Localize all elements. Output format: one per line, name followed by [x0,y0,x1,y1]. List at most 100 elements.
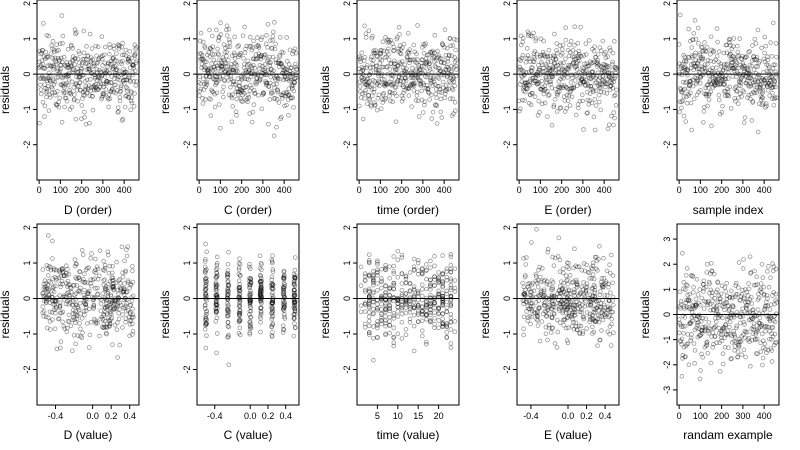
y-tick-label: -1 [182,330,192,338]
data-point [450,43,456,48]
data-point [449,68,454,74]
data-point [376,92,382,98]
data-point [276,61,281,66]
data-point [42,114,47,119]
data-point [517,82,523,87]
data-point [440,253,445,258]
data-point [395,309,401,314]
data-point [111,89,117,95]
data-point [81,28,87,34]
data-point [116,68,122,74]
data-point [84,90,90,96]
data-point [40,267,46,272]
data-point [742,115,748,120]
data-point [612,92,618,98]
point-layer [356,23,459,126]
data-point [120,312,125,317]
data-point [122,104,128,110]
data-point [422,43,427,48]
data-point [380,39,386,44]
data-point [114,58,120,64]
data-point [554,109,560,114]
data-point [357,79,363,85]
data-point [83,86,88,92]
data-point [62,90,68,95]
data-point [86,345,92,350]
data-point [449,53,455,59]
data-point [251,38,256,44]
data-point [40,65,46,71]
y-tick-label: -3 [662,386,672,394]
data-point [236,54,241,59]
data-point [262,62,268,67]
data-point [540,69,546,74]
data-point [530,59,536,64]
data-point [698,80,703,86]
data-point [236,43,242,48]
data-point [197,51,203,56]
data-point [547,69,553,74]
data-point [56,104,62,110]
data-point [39,76,44,81]
data-point [518,106,523,112]
data-point [728,288,734,294]
data-point [219,61,225,66]
data-point [204,249,209,254]
data-point [269,70,275,76]
data-point [769,54,775,59]
x-tick-label: 0 [677,185,682,195]
data-point [433,87,439,92]
data-point [403,76,408,81]
data-point [546,65,552,71]
data-point [695,292,701,297]
data-point [261,91,267,96]
data-point [442,60,447,66]
data-point [204,333,209,338]
data-point [220,67,225,72]
data-point [37,76,43,81]
data-point [86,66,92,71]
data-point [388,98,393,104]
data-point [612,39,617,44]
data-point [406,93,412,98]
data-point [436,325,441,331]
data-point [92,63,97,69]
data-point [424,286,429,292]
data-point [256,43,261,49]
data-point [98,69,104,74]
data-point [529,90,535,96]
data-point [427,97,432,102]
data-point [110,66,115,72]
data-point [214,254,220,260]
data-point [205,52,210,58]
data-point [110,55,115,61]
x-tick-label: 400 [597,185,612,195]
data-point [111,46,117,51]
data-point [700,354,706,360]
data-point [97,333,102,339]
data-point [52,49,57,55]
data-point [379,48,384,53]
data-point [43,49,49,55]
data-point [701,109,707,114]
data-point [448,345,454,351]
data-point [450,76,456,82]
data-point [100,93,106,98]
data-point [120,78,126,83]
data-point [444,88,449,93]
data-point [78,65,84,71]
x-tick-label: 0.4 [599,411,612,421]
data-point [371,335,376,341]
data-point [97,67,102,73]
data-point [114,51,119,56]
data-point [88,320,94,325]
data-point [424,276,429,282]
data-point [406,85,412,91]
data-point [39,74,45,80]
data-point [358,89,363,94]
x-axis-title: time (value) [377,428,440,442]
data-point [364,76,370,82]
data-point [237,89,243,95]
data-point [206,67,211,73]
data-point [517,57,522,62]
